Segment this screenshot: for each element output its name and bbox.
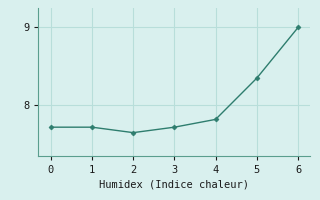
X-axis label: Humidex (Indice chaleur): Humidex (Indice chaleur) xyxy=(100,179,249,189)
